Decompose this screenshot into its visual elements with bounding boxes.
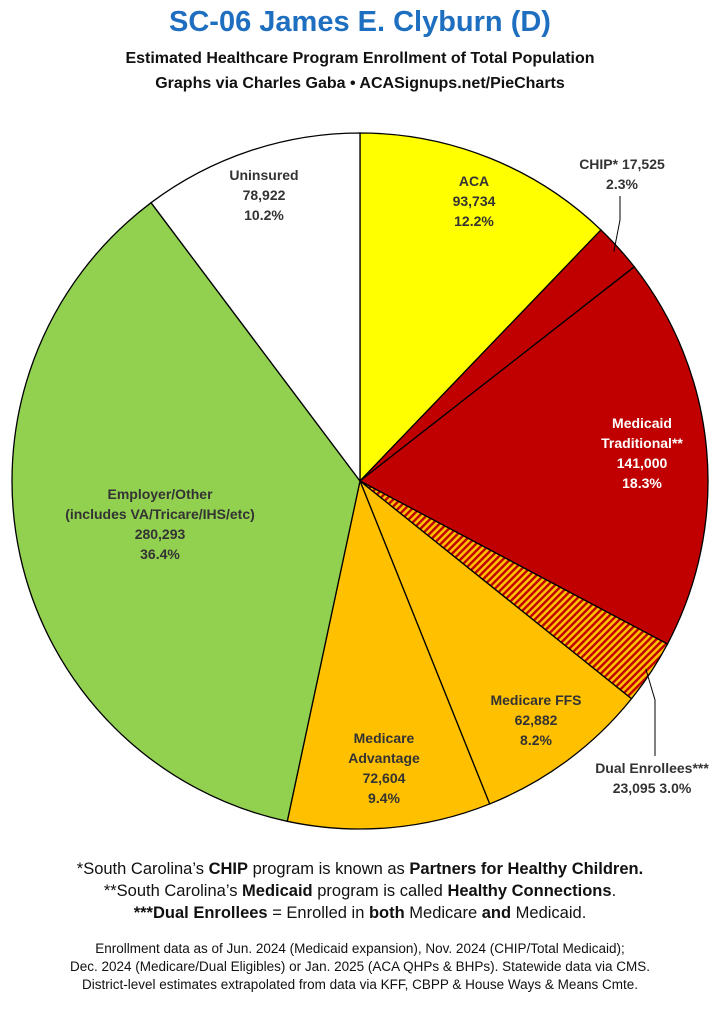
data-label-line: 12.2% [454,213,494,229]
data-label-line: Advantage [348,750,420,766]
data-label-dual: Dual Enrollees*** 23,095 3.0% [595,760,709,796]
data-label-chip: CHIP* 17,525 2.3% [579,156,665,192]
source-line: Enrollment data as of Jun. 2024 (Medicai… [95,941,625,956]
data-label-line: 36.4% [140,546,180,562]
data-label-adv: Medicare Advantage 72,604 9.4% [348,730,420,806]
credit-line: Graphs via Charles Gaba • ACASignups.net… [155,75,565,92]
pie-slice-medicare [358,478,633,805]
data-label-line: Medicaid [612,415,672,431]
data-label-line: Employer/Other [107,486,213,502]
data-label-unins: Uninsured 78,922 10.2% [229,167,298,223]
leader-line-chip [613,196,621,252]
data-label-line: ACA [459,173,489,189]
data-label-ffs: Medicare FFS 62,882 8.2% [490,692,581,748]
data-label-line: 23,095 3.0% [613,780,692,796]
data-label-line: (includes VA/Tricare/IHS/etc) [65,506,255,522]
footnote-dual: ***Dual Enrollees = Enrolled in both Med… [133,904,587,922]
data-label-aca: ACA 93,734 12.2% [453,173,496,229]
leader-line-dual [645,668,656,756]
data-label-emp: Employer/Other (includes VA/Tricare/IHS/e… [65,486,255,562]
data-label-line: Medicare [354,730,415,746]
data-label-line: Dual Enrollees*** [595,760,709,776]
data-label-line: 280,293 [135,526,186,542]
subtitle: Estimated Healthcare Program Enrollment … [125,50,595,67]
footnotes: *South Carolina’s CHIP program is known … [0,858,720,924]
data-label-medicaid: Medicaid Traditional** 141,000 18.3% [601,415,683,491]
data-label-line: Uninsured [229,167,298,183]
data-label-line: 10.2% [244,207,284,223]
footnote-chip: *South Carolina’s CHIP program is known … [76,860,644,878]
data-label-line: 93,734 [453,193,496,209]
pie-slice-medicare-advantage [286,478,491,830]
data-label-line: 9.4% [368,790,400,806]
page-title: SC-06 James E. Clyburn (D) [169,6,551,38]
pie-chart: ACA 93,734 12.2% CHIP* 17,525 2.3% Medicaid Tr… [11,132,709,830]
data-label-line: Medicare FFS [490,692,581,708]
data-label-line: 18.3% [622,475,662,491]
pie-slice-aca [359,132,602,483]
data-label-line: 72,604 [363,770,406,786]
data-label-line: 78,922 [243,187,286,203]
data-label-line: 2.3% [606,176,638,192]
source-line: Dec. 2024 (Medicare/Dual Eligibles) or J… [70,959,650,974]
data-label-line: 141,000 [617,455,668,471]
pie-slice-uninsured [150,132,361,483]
pie-slice-employer-other [11,201,361,823]
data-label-line: CHIP* 17,525 [579,156,665,172]
source-notes: Enrollment data as of Jun. 2024 (Medicai… [0,940,720,994]
data-label-line: 8.2% [520,732,552,748]
data-label-line: Traditional** [601,435,683,451]
footnote-medicaid: **South Carolina’s Medicaid program is c… [103,882,617,900]
pie-slice-medicaid [358,265,709,645]
data-label-line: 62,882 [515,712,558,728]
source-line: District-level estimates extrapolated fr… [82,977,638,992]
